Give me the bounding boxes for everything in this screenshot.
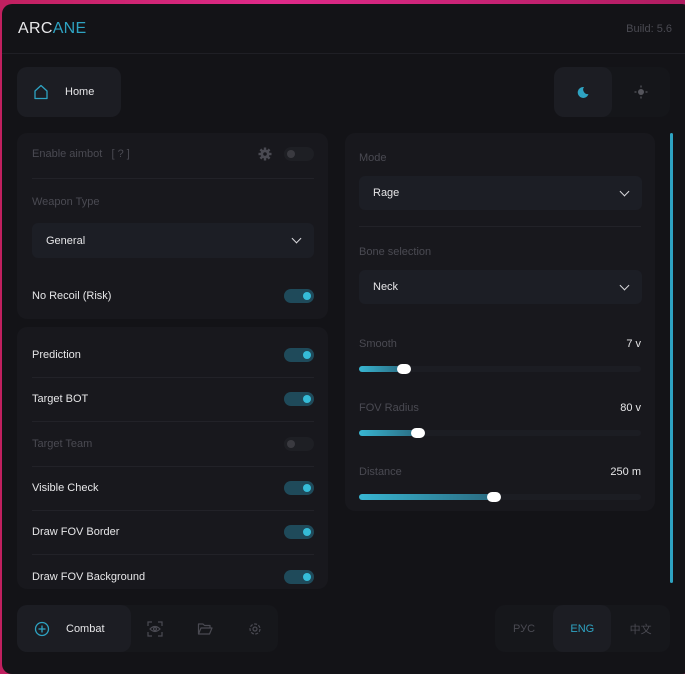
enable-aimbot-toggle[interactable] bbox=[284, 147, 314, 161]
chevron-down-icon bbox=[291, 233, 302, 244]
toggle-label: Prediction bbox=[32, 349, 81, 361]
slider-label: Smooth bbox=[359, 338, 397, 350]
no-recoil-row: No Recoil (Risk) bbox=[32, 286, 314, 306]
chevron-down-icon bbox=[619, 186, 630, 196]
toggle-row: Draw FOV Border bbox=[32, 522, 314, 542]
home-label: Home bbox=[65, 86, 95, 98]
divider bbox=[32, 509, 314, 511]
slider-label: Distance bbox=[359, 466, 402, 478]
slider-fill bbox=[359, 366, 405, 372]
settings-panel: Mode Rage Bone selection Neck Smooth 7 v F… bbox=[345, 133, 655, 511]
divider bbox=[32, 465, 314, 467]
slider-fill bbox=[359, 494, 495, 500]
slider-label: FOV Radius bbox=[359, 402, 419, 414]
aimbot-panel: Enable aimbot [ ? ] Weapon Type General … bbox=[17, 133, 328, 319]
language-switch: РУС ENG 中文 bbox=[495, 605, 670, 652]
slider-track[interactable] bbox=[359, 428, 641, 438]
slider-fill bbox=[359, 430, 419, 436]
folder-icon[interactable] bbox=[197, 621, 213, 637]
weapon-type-value: General bbox=[46, 234, 86, 247]
light-theme-button[interactable] bbox=[612, 67, 670, 117]
language-option[interactable]: ENG bbox=[553, 605, 612, 652]
toggle-row: Draw FOV Background bbox=[32, 567, 314, 587]
combat-label: Combat bbox=[66, 622, 105, 635]
slider-thumb[interactable] bbox=[411, 428, 426, 438]
options-panel: Prediction Target BOT Target Team Visible C… bbox=[17, 327, 328, 589]
chevron-down-icon bbox=[619, 280, 630, 290]
toggle-label: Draw FOV Background bbox=[32, 570, 146, 583]
language-option[interactable]: РУС bbox=[512, 622, 536, 635]
mode-value: Rage bbox=[373, 187, 400, 199]
slider-value: 7 v bbox=[626, 338, 641, 350]
bone-selection-value: Neck bbox=[373, 281, 399, 293]
slider-thumb[interactable] bbox=[397, 364, 412, 374]
dark-theme-button[interactable] bbox=[554, 67, 612, 117]
slider-value: 250 m bbox=[610, 466, 641, 478]
toggle-switch[interactable] bbox=[284, 569, 314, 584]
slider-header: FOV Radius 80 v bbox=[359, 402, 641, 414]
divider bbox=[32, 178, 314, 179]
logo: ARCANE bbox=[18, 20, 87, 38]
toggle-switch[interactable] bbox=[284, 392, 314, 407]
bone-selection-dropdown[interactable]: Neck bbox=[359, 270, 642, 304]
no-recoil-label: No Recoil (Risk) bbox=[32, 290, 112, 302]
header-divider bbox=[2, 53, 685, 54]
crosshair-icon bbox=[34, 621, 50, 636]
scrollbar[interactable] bbox=[670, 133, 673, 583]
app-window: ARCANE Build: 5.6 Home Enable aimbot [ ?… bbox=[2, 4, 685, 674]
gear-icon[interactable] bbox=[247, 621, 263, 637]
home-icon bbox=[34, 84, 48, 100]
toggle-switch[interactable] bbox=[284, 480, 314, 495]
divider bbox=[32, 554, 314, 556]
slider-track[interactable] bbox=[359, 492, 641, 502]
sun-icon bbox=[634, 85, 648, 99]
toggle-row: Target Team bbox=[32, 434, 314, 454]
mode-dropdown[interactable]: Rage bbox=[359, 176, 642, 210]
toggle-switch[interactable] bbox=[284, 348, 314, 362]
toggle-row: Target BOT bbox=[32, 389, 314, 409]
logo-text-b: ANE bbox=[52, 20, 87, 37]
divider bbox=[32, 421, 314, 423]
toggle-row: Visible Check bbox=[32, 478, 314, 498]
toggle-switch[interactable] bbox=[284, 436, 314, 451]
build-version: Build: 5.6 bbox=[626, 23, 672, 35]
enable-aimbot-label: Enable aimbot [ ? ] bbox=[32, 148, 130, 160]
slider-track[interactable] bbox=[359, 364, 641, 374]
slider-thumb[interactable] bbox=[487, 492, 502, 502]
weapon-type-dropdown[interactable]: General bbox=[32, 223, 314, 258]
slider-value: 80 v bbox=[620, 402, 641, 414]
weapon-type-label: Weapon Type bbox=[32, 196, 100, 208]
divider bbox=[359, 226, 641, 227]
enable-aimbot-row: Enable aimbot [ ? ] bbox=[32, 144, 314, 164]
toggle-label: Visible Check bbox=[32, 481, 99, 494]
slider-header: Smooth 7 v bbox=[359, 338, 641, 350]
combat-tab[interactable]: Combat bbox=[17, 605, 131, 652]
toggle-switch[interactable] bbox=[284, 525, 314, 540]
divider bbox=[32, 377, 314, 378]
bone-selection-label: Bone selection bbox=[359, 246, 432, 258]
gear-icon[interactable] bbox=[258, 147, 272, 161]
language-option[interactable]: 中文 bbox=[629, 623, 652, 636]
bottom-nav: Combat bbox=[17, 605, 278, 652]
toggle-label: Target BOT bbox=[32, 393, 89, 406]
home-button[interactable]: Home bbox=[17, 67, 121, 117]
theme-switch bbox=[554, 67, 670, 117]
toggle-label: Draw FOV Border bbox=[32, 526, 120, 539]
toggle-label: Target Team bbox=[32, 437, 93, 450]
logo-text-a: ARC bbox=[18, 20, 53, 37]
no-recoil-toggle[interactable] bbox=[284, 289, 314, 303]
slider-header: Distance 250 m bbox=[359, 466, 641, 478]
moon-icon bbox=[577, 86, 589, 98]
help-link[interactable]: [ ? ] bbox=[111, 148, 130, 160]
mode-label: Mode bbox=[359, 152, 387, 164]
eye-scan-icon[interactable] bbox=[147, 621, 163, 637]
toggle-row: Prediction bbox=[32, 345, 314, 365]
